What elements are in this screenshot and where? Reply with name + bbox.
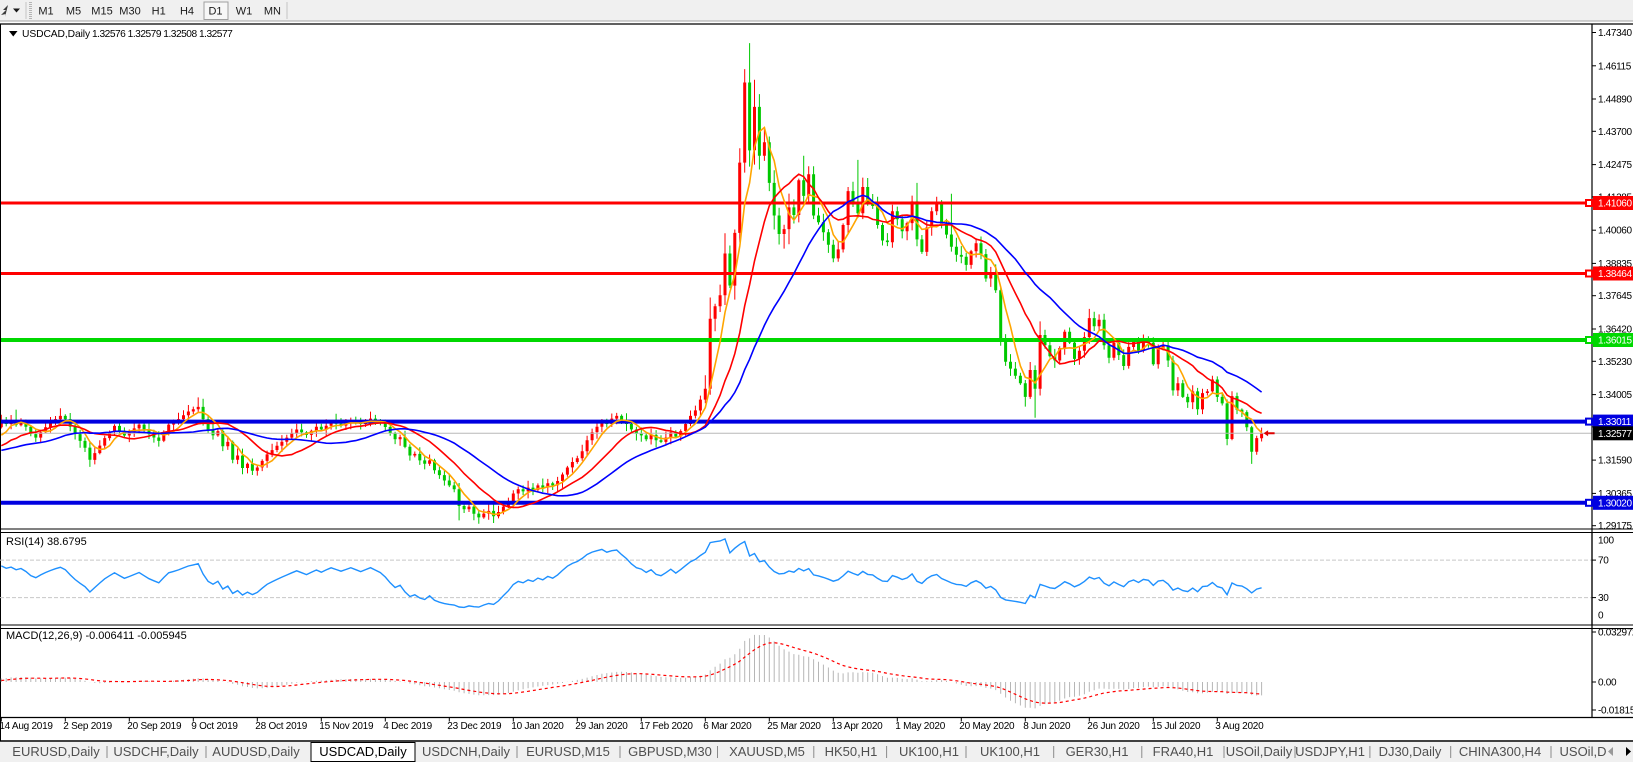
svg-text:20 Sep 2019: 20 Sep 2019 — [127, 721, 182, 732]
svg-text:H1: H1 — [152, 6, 166, 18]
svg-text:1.43700: 1.43700 — [1598, 127, 1632, 138]
svg-text:M1: M1 — [38, 6, 53, 18]
svg-text:0: 0 — [1598, 611, 1604, 622]
svg-text:CHINA300,H4: CHINA300,H4 — [1459, 744, 1541, 759]
svg-text:6 Mar 2020: 6 Mar 2020 — [703, 721, 752, 732]
svg-text:1.30365: 1.30365 — [1598, 489, 1632, 500]
svg-text:1.40060: 1.40060 — [1598, 226, 1632, 237]
svg-text:1 May 2020: 1 May 2020 — [895, 721, 945, 732]
svg-text:USDCNH,Daily: USDCNH,Daily — [422, 744, 511, 759]
svg-text:1.31590: 1.31590 — [1598, 456, 1632, 467]
svg-text:M5: M5 — [66, 6, 81, 18]
svg-text:HK50,H1: HK50,H1 — [825, 744, 878, 759]
svg-text:15 Nov 2019: 15 Nov 2019 — [319, 721, 374, 732]
svg-text:1.41060: 1.41060 — [1598, 199, 1632, 210]
svg-text:GBPUSD,M30: GBPUSD,M30 — [628, 744, 712, 759]
svg-text:70: 70 — [1598, 556, 1609, 567]
svg-text:4 Dec 2019: 4 Dec 2019 — [383, 721, 432, 732]
svg-text:1.33011: 1.33011 — [1598, 417, 1632, 428]
svg-text:1.46115: 1.46115 — [1598, 61, 1632, 72]
svg-text:FRA40,H1: FRA40,H1 — [1153, 744, 1214, 759]
svg-text:MN: MN — [264, 6, 281, 18]
svg-text:29 Jan 2020: 29 Jan 2020 — [575, 721, 628, 732]
svg-text:UK100,H1: UK100,H1 — [899, 744, 959, 759]
svg-text:RSI(14) 38.6795: RSI(14) 38.6795 — [6, 536, 87, 548]
svg-text:M15: M15 — [91, 6, 112, 18]
svg-text:EURUSD,Daily: EURUSD,Daily — [12, 744, 100, 759]
svg-text:1.47340: 1.47340 — [1598, 28, 1632, 39]
svg-text:1.44890: 1.44890 — [1598, 95, 1632, 106]
svg-text:UK100,H1: UK100,H1 — [980, 744, 1040, 759]
svg-text:13 Apr 2020: 13 Apr 2020 — [831, 721, 883, 732]
svg-text:1.30020: 1.30020 — [1598, 498, 1632, 509]
svg-text:17 Feb 2020: 17 Feb 2020 — [639, 721, 693, 732]
svg-text:30: 30 — [1598, 593, 1609, 604]
svg-text:DJ30,Daily: DJ30,Daily — [1379, 744, 1442, 759]
svg-text:23 Dec 2019: 23 Dec 2019 — [447, 721, 502, 732]
svg-text:100: 100 — [1598, 536, 1615, 547]
svg-text:USDCHF,Daily: USDCHF,Daily — [113, 744, 199, 759]
svg-text:USOil,Daily: USOil,Daily — [1226, 744, 1293, 759]
svg-text:XAUUSD,M5: XAUUSD,M5 — [729, 744, 805, 759]
svg-text:1.34005: 1.34005 — [1598, 390, 1632, 401]
svg-text:EURUSD,M15: EURUSD,M15 — [526, 744, 610, 759]
svg-text:1.37645: 1.37645 — [1598, 291, 1632, 302]
svg-text:1.32577: 1.32577 — [1598, 429, 1632, 440]
svg-text:W1: W1 — [236, 6, 253, 18]
svg-text:8 Jun 2020: 8 Jun 2020 — [1023, 721, 1071, 732]
svg-text:1.36420: 1.36420 — [1598, 325, 1632, 336]
svg-text:1.35230: 1.35230 — [1598, 357, 1632, 368]
svg-text:10 Jan 2020: 10 Jan 2020 — [511, 721, 564, 732]
svg-text:2 Sep 2019: 2 Sep 2019 — [63, 721, 112, 732]
svg-text:1.29175: 1.29175 — [1598, 521, 1632, 532]
svg-text:USOil,D: USOil,D — [1560, 744, 1607, 759]
svg-text:26 Jun 2020: 26 Jun 2020 — [1087, 721, 1140, 732]
svg-text:3 Aug 2020: 3 Aug 2020 — [1215, 721, 1264, 732]
svg-text:20 May 2020: 20 May 2020 — [959, 721, 1015, 732]
svg-text:25 Mar 2020: 25 Mar 2020 — [767, 721, 821, 732]
svg-text:-0.01815: -0.01815 — [1598, 706, 1633, 717]
svg-text:0.032972: 0.032972 — [1598, 628, 1633, 639]
svg-text:1.36015: 1.36015 — [1598, 336, 1632, 347]
svg-text:MACD(12,26,9) -0.006411 -0.005: MACD(12,26,9) -0.006411 -0.005945 — [6, 630, 187, 642]
svg-text:14 Aug 2019: 14 Aug 2019 — [0, 721, 53, 732]
svg-text:28 Oct 2019: 28 Oct 2019 — [255, 721, 307, 732]
svg-text:15 Jul 2020: 15 Jul 2020 — [1151, 721, 1201, 732]
svg-text:0.00: 0.00 — [1598, 678, 1617, 689]
svg-text:USDCAD,Daily: USDCAD,Daily — [319, 744, 407, 759]
svg-text:1.42475: 1.42475 — [1598, 160, 1632, 171]
svg-text:AUDUSD,Daily: AUDUSD,Daily — [212, 744, 300, 759]
svg-text:1.32576 1.32579 1.32508 1.3257: 1.32576 1.32579 1.32508 1.32577 — [92, 29, 233, 40]
svg-text:H4: H4 — [180, 6, 194, 18]
svg-text:M30: M30 — [119, 6, 140, 18]
svg-text:GER30,H1: GER30,H1 — [1066, 744, 1129, 759]
svg-text:9 Oct 2019: 9 Oct 2019 — [191, 721, 238, 732]
svg-text:USDCAD,Daily: USDCAD,Daily — [22, 29, 91, 40]
svg-text:1.38464: 1.38464 — [1598, 269, 1632, 280]
svg-text:USDJPY,H1: USDJPY,H1 — [1295, 744, 1365, 759]
svg-text:D1: D1 — [208, 6, 222, 18]
svg-text:1.38835: 1.38835 — [1598, 259, 1632, 270]
